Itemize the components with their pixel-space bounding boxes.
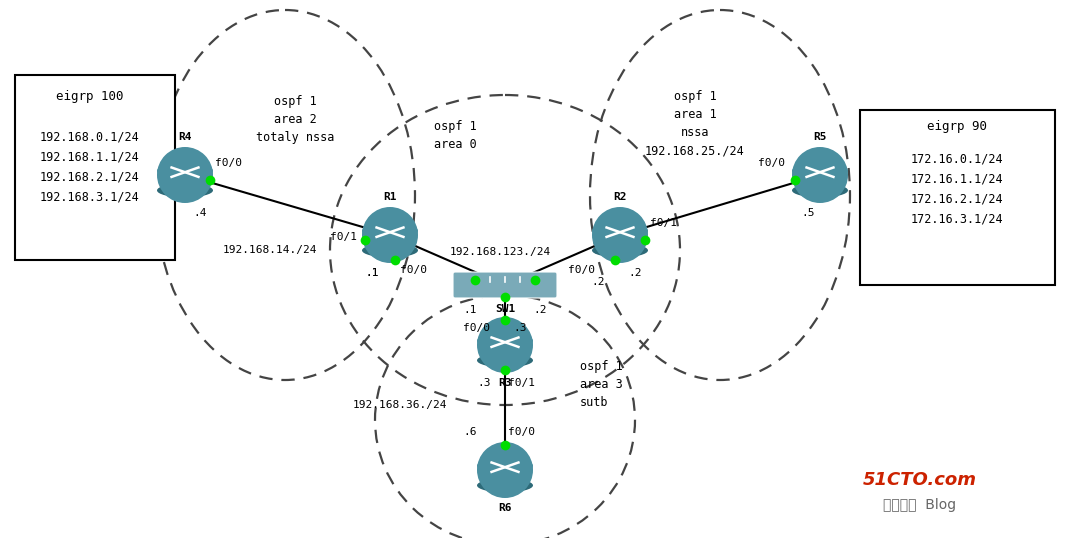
Ellipse shape <box>362 222 418 240</box>
Text: R4: R4 <box>178 132 192 142</box>
Text: 技术博客  Blog: 技术博客 Blog <box>883 498 956 512</box>
Text: ospf 1
area 1
nssa
192.168.25./24: ospf 1 area 1 nssa 192.168.25./24 <box>645 90 745 157</box>
Text: R3: R3 <box>498 378 511 388</box>
Text: .3: .3 <box>513 323 526 333</box>
Ellipse shape <box>592 243 647 257</box>
Text: ospf 1
area 3
sutb: ospf 1 area 3 sutb <box>580 360 623 409</box>
Text: .2: .2 <box>592 277 605 287</box>
Text: f0/0: f0/0 <box>568 265 595 275</box>
Ellipse shape <box>477 457 533 475</box>
Text: f0/0: f0/0 <box>508 427 535 437</box>
Text: f0/0: f0/0 <box>400 265 427 275</box>
Text: R1: R1 <box>384 192 397 202</box>
Text: ospf 1
area 0: ospf 1 area 0 <box>434 120 476 151</box>
Text: R5: R5 <box>814 132 827 142</box>
Circle shape <box>362 207 418 263</box>
Ellipse shape <box>477 332 533 350</box>
Text: .2: .2 <box>533 305 547 315</box>
Ellipse shape <box>477 478 533 492</box>
Circle shape <box>792 147 848 203</box>
Text: .4: .4 <box>193 208 207 218</box>
Ellipse shape <box>792 162 848 180</box>
Text: .1: .1 <box>366 268 378 278</box>
Text: 192.168.36./24: 192.168.36./24 <box>353 400 447 410</box>
Text: ospf 1
area 2
totaly nssa: ospf 1 area 2 totaly nssa <box>256 95 334 144</box>
Text: .3: .3 <box>477 378 491 388</box>
Text: SW1: SW1 <box>495 304 516 314</box>
Text: eigrp 100: eigrp 100 <box>56 90 123 103</box>
Text: eigrp 90: eigrp 90 <box>927 120 987 133</box>
FancyBboxPatch shape <box>860 110 1055 285</box>
Text: 192.168.14./24: 192.168.14./24 <box>223 245 317 255</box>
FancyBboxPatch shape <box>15 75 175 260</box>
Ellipse shape <box>157 183 213 197</box>
Ellipse shape <box>157 162 213 180</box>
Ellipse shape <box>792 183 848 197</box>
Circle shape <box>477 442 533 498</box>
Text: .1: .1 <box>463 305 477 315</box>
Text: 192.168.0.1/24
192.168.1.1/24
192.168.2.1/24
192.168.3.1/24: 192.168.0.1/24 192.168.1.1/24 192.168.2.… <box>40 130 139 203</box>
Text: R6: R6 <box>498 503 511 513</box>
Circle shape <box>592 207 647 263</box>
Text: f0/0: f0/0 <box>215 158 242 168</box>
FancyBboxPatch shape <box>453 272 557 298</box>
Text: f0/1: f0/1 <box>330 232 357 242</box>
Text: f0/0: f0/0 <box>758 158 785 168</box>
Ellipse shape <box>362 243 418 257</box>
Text: .6: .6 <box>463 427 477 437</box>
Text: 192.168.123./24: 192.168.123./24 <box>450 247 551 257</box>
Circle shape <box>477 317 533 373</box>
Text: R2: R2 <box>613 192 627 202</box>
Text: 51CTO.com: 51CTO.com <box>863 471 977 489</box>
Text: f0/1: f0/1 <box>508 378 535 388</box>
Text: 172.16.0.1/24
172.16.1.1/24
172.16.2.1/24
172.16.3.1/24: 172.16.0.1/24 172.16.1.1/24 172.16.2.1/2… <box>911 152 1003 225</box>
Text: .1: .1 <box>366 268 378 278</box>
Circle shape <box>157 147 213 203</box>
Ellipse shape <box>477 353 533 367</box>
Text: f0/0: f0/0 <box>463 323 490 333</box>
Text: .2: .2 <box>628 268 641 278</box>
Text: f0/1: f0/1 <box>650 218 678 228</box>
Text: .5: .5 <box>801 208 815 218</box>
Ellipse shape <box>592 222 647 240</box>
